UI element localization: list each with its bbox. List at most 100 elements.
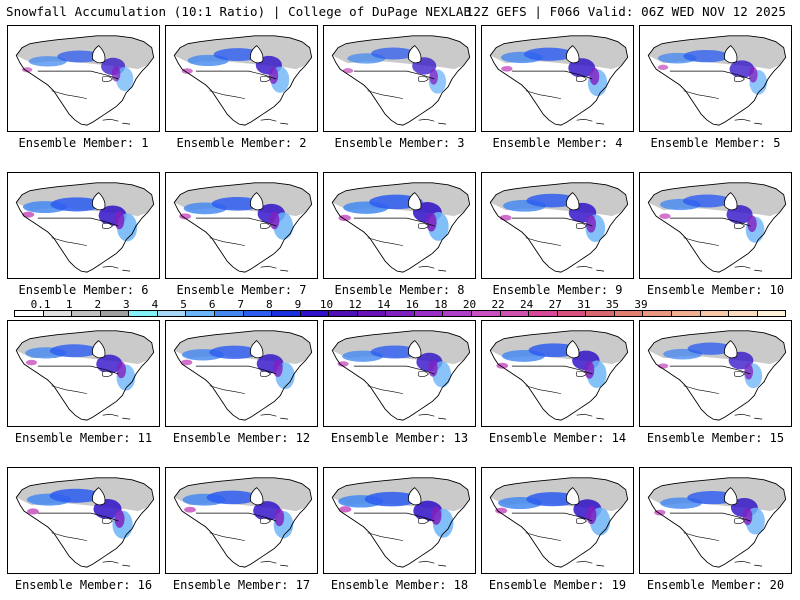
- us-canada-border: [195, 512, 277, 522]
- colorbar-cell: [529, 311, 558, 316]
- colorbar-cell: [186, 311, 215, 316]
- snowfall-swath: [687, 342, 734, 355]
- us-canada-border: [37, 365, 119, 375]
- colorbar-tick-label: 22: [491, 298, 505, 311]
- snowfall-swath: [273, 359, 283, 378]
- hudson-bay: [724, 192, 738, 211]
- colorbar-cell: [357, 311, 387, 316]
- great-lakes: [734, 371, 745, 377]
- colorbar-cell: [100, 311, 130, 316]
- snowfall-swath: [114, 211, 125, 230]
- ensemble-map-panel: [639, 172, 792, 279]
- ensemble-member-label: Ensemble Member: 1: [18, 136, 149, 150]
- coastline: [173, 182, 313, 273]
- caribbean-islands: [576, 265, 605, 272]
- colorbar-cell: [500, 311, 530, 316]
- ensemble-member-label: Ensemble Member: 10: [646, 283, 785, 297]
- ensemble-member-label: Ensemble Member: 17: [172, 578, 311, 592]
- colorbar-cell: [757, 311, 786, 316]
- us-mexico-border: [209, 385, 245, 394]
- colorbar-cell: [557, 311, 587, 316]
- us-canada-border: [353, 365, 435, 375]
- ensemble-map-panel: [481, 25, 634, 132]
- snowfall-swath: [495, 507, 508, 514]
- snowfall-map: [173, 35, 313, 126]
- snowfall-swath: [338, 506, 352, 513]
- ensemble-map-panel: [323, 25, 476, 132]
- ensemble-member-label: Ensemble Member: 19: [488, 578, 627, 592]
- colorbar-cell: [643, 311, 672, 316]
- great-lakes: [734, 223, 745, 229]
- colorbar-cell: [15, 311, 44, 316]
- colorbar-cell: [243, 311, 273, 316]
- colorbar-labels: 0.1 1 2 3 4 5 6 7 8 9 10 12 14 16 18 20 22 24 27 31 35 39: [14, 298, 786, 311]
- snowfall-swath: [269, 211, 280, 230]
- great-lakes: [418, 76, 429, 82]
- us-mexico-border: [367, 90, 403, 99]
- ensemble-member-label: Ensemble Member: 20: [646, 578, 785, 592]
- hudson-bay: [566, 192, 580, 211]
- snowfall-map: [331, 35, 471, 126]
- ensemble-member-label: Ensemble Member: 12: [172, 431, 311, 445]
- us-mexico-border: [525, 532, 561, 541]
- great-lakes: [576, 76, 587, 82]
- ensemble-member-label: Ensemble Member: 3: [334, 136, 465, 150]
- snowfall-swath: [337, 361, 349, 367]
- ensemble-member-label: Ensemble Member: 13: [330, 431, 469, 445]
- coastline: [647, 35, 787, 126]
- us-mexico-border: [525, 237, 561, 246]
- colorbar-tick-label: 10: [319, 298, 334, 311]
- colorbar-cell: [414, 311, 444, 316]
- ensemble-member-label: Ensemble Member: 2: [176, 136, 307, 150]
- us-mexico-border: [51, 532, 87, 541]
- ensemble-member-label: Ensemble Member: 8: [334, 283, 465, 297]
- us-mexico-border: [525, 385, 561, 394]
- snowfall-map: [489, 182, 629, 273]
- snowfall-swath: [654, 509, 666, 516]
- snowfall-swath: [342, 68, 354, 74]
- colorbar-tick-label: 39: [634, 298, 648, 311]
- coastline: [489, 35, 629, 126]
- hudson-bay: [566, 45, 580, 64]
- hudson-bay: [92, 45, 106, 64]
- ensemble-member-label: Ensemble Member: 14: [488, 431, 627, 445]
- colorbar-cell: [700, 311, 730, 316]
- colorbar-tick-label: 9: [294, 298, 302, 311]
- ensemble-member-label: Ensemble Member: 4: [492, 136, 623, 150]
- us-mexico-border: [51, 237, 87, 246]
- snowfall-swath: [26, 508, 39, 515]
- snowfall-colorbar: [14, 310, 786, 317]
- us-canada-border: [353, 70, 435, 80]
- snowfall-swath: [426, 212, 437, 232]
- snowfall-map: [15, 330, 155, 421]
- snowfall-swath: [589, 67, 600, 86]
- caribbean-islands: [260, 265, 289, 272]
- snowfall-swath: [25, 359, 38, 366]
- caribbean-islands: [576, 118, 605, 125]
- great-lakes: [576, 223, 587, 229]
- great-lakes: [102, 518, 113, 524]
- colorbar-cell: [214, 311, 244, 316]
- colorbar-tick-label: 7: [237, 298, 245, 311]
- colorbar-tick-label: 2: [94, 298, 102, 311]
- hudson-bay: [408, 45, 422, 64]
- ensemble-map-panel: [7, 320, 160, 427]
- hudson-bay: [250, 340, 264, 359]
- snowfall-map: [331, 182, 471, 273]
- snowfall-swath: [209, 345, 259, 359]
- snowfall-swath: [683, 49, 730, 63]
- ensemble-map-panel: [481, 172, 634, 279]
- colorbar-cell: [671, 311, 701, 316]
- ensemble-member-label: Ensemble Member: 5: [650, 136, 781, 150]
- hudson-bay: [408, 340, 422, 359]
- great-lakes: [734, 518, 745, 524]
- snowfall-map: [647, 330, 787, 421]
- colorbar-cell: [157, 311, 187, 316]
- colorbar-tick-label: 27: [548, 298, 562, 311]
- snowfall-map: [647, 477, 787, 568]
- snowfall-swath: [116, 361, 126, 379]
- coastline: [331, 35, 471, 126]
- ensemble-map-panel: [165, 172, 318, 279]
- snowfall-map: [489, 35, 629, 126]
- snowfall-swath: [729, 60, 755, 79]
